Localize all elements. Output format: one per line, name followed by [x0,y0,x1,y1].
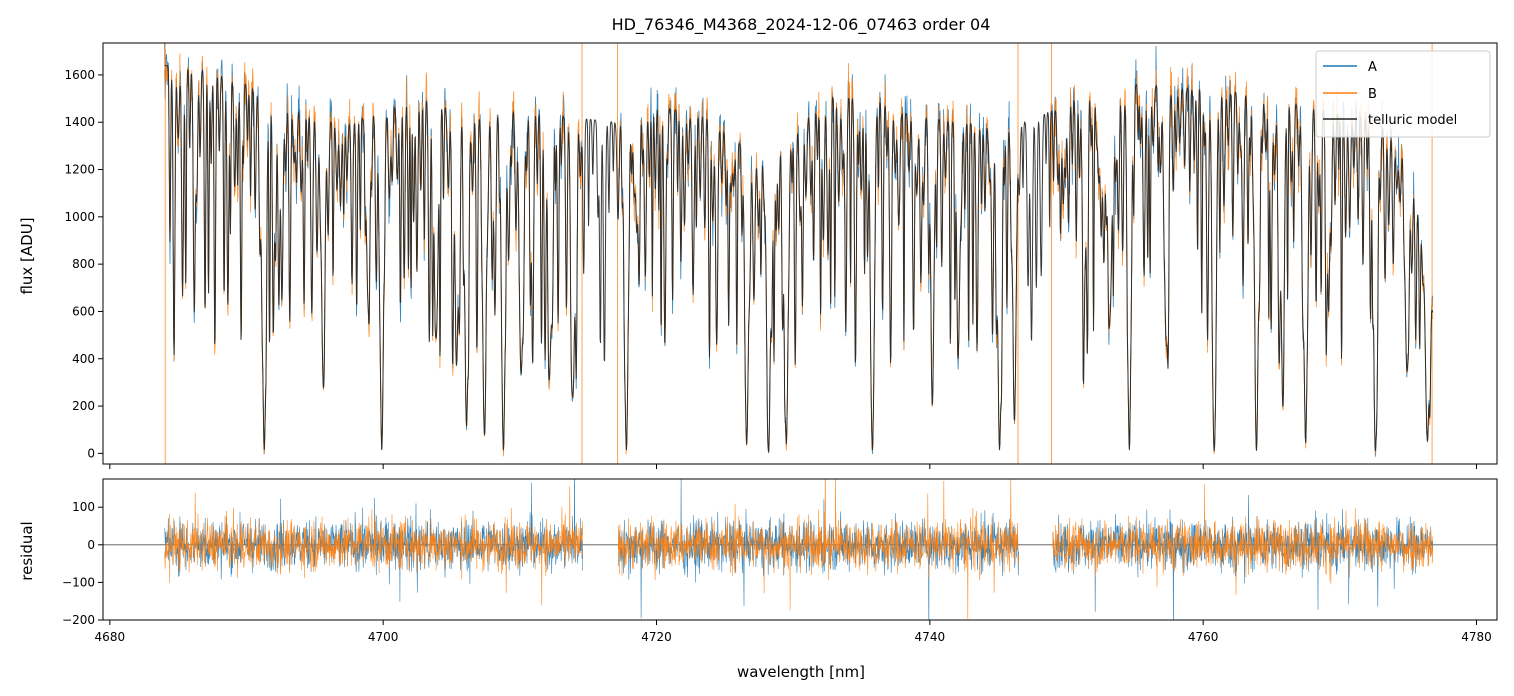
flux-plot-area [164,43,1434,464]
flux-y-tick-label: 1000 [64,210,95,224]
residual-y-tick-label: 100 [72,500,95,514]
residual-x-tick-label: 4760 [1188,630,1219,644]
flux-y-tick-label: 1200 [64,163,95,177]
flux-y-axis-label: flux [ADU] [18,217,36,294]
legend-box [1315,50,1491,138]
residual-x-tick-label: 4740 [915,630,946,644]
flux-axes-frame [102,42,1498,465]
legend-label-b: B [1368,87,1377,102]
flux-y-tick-label: 0 [87,446,95,460]
legend-label-a: A [1368,60,1377,75]
residual-x-tick-label: 4720 [641,630,672,644]
flux-y-tick-label: 200 [72,399,95,413]
legend-label-telluric: telluric model [1368,113,1457,128]
flux-y-tick-label: 600 [72,304,95,318]
residual-axes: −200 −100 0 100 4680 4700 4720 4740 4760 4780 [62,500,1492,644]
flux-y-tick-label: 1600 [64,68,95,82]
chart-title: HD_76346_M4368_2024-12-06_07463 order 04 [612,15,991,35]
residual-series-b-line [164,479,1434,619]
flux-y-tick-label: 1400 [64,115,95,129]
residual-y-axis-label: residual [18,521,36,580]
residual-y-tick-label: −200 [62,613,95,627]
legend: A B telluric model [1315,50,1491,138]
x-axis-label: wavelength [nm] [737,663,865,681]
residual-x-tick-label: 4780 [1461,630,1492,644]
residual-y-tick-label: 0 [87,538,95,552]
residual-axes-frame [102,478,1498,621]
flux-y-tick-label: 800 [72,257,95,271]
residual-x-tick-label: 4700 [368,630,399,644]
residual-y-tick-label: −100 [62,575,95,589]
flux-axes: 0 200 400 600 800 1000 1200 1400 1600 [64,68,1477,469]
residual-plot-area [103,479,1497,620]
telluric-model-line [164,65,1434,452]
residual-x-tick-label: 4680 [95,630,126,644]
flux-y-tick-label: 400 [72,352,95,366]
